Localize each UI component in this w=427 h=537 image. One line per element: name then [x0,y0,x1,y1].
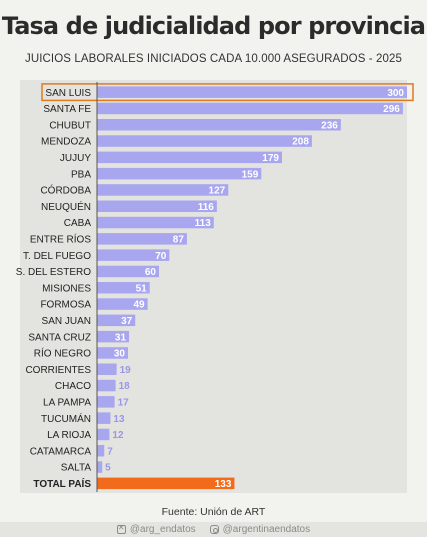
value-label: 179 [262,153,279,164]
category-label: LA PAMPA [43,397,91,408]
category-label: S. DEL ESTERO [16,267,91,278]
value-label: 13 [113,414,125,425]
bar [97,347,128,359]
value-label: 51 [136,283,148,294]
category-label: SAN LUIS [45,88,91,99]
value-label: 12 [112,430,124,441]
bar [97,233,187,245]
value-label: 7 [107,446,113,457]
category-label: LA RIOJA [47,430,91,441]
bar [97,445,105,457]
bar [97,265,159,278]
value-label: 60 [145,267,157,278]
bar [97,379,116,392]
value-label: 70 [155,251,167,262]
value-label: 159 [242,169,259,180]
value-label: 5 [105,463,111,474]
instagram-handle-text: @argentinaendatos [222,524,311,535]
chart-subtitle: JUICIOS LABORALES INICIADOS CADA 10.000 … [24,53,403,65]
bar [97,330,130,343]
category-label: JUJUY [60,153,91,164]
footer: @arg_endatos @argentinaendatos [0,522,427,537]
bar [97,249,170,261]
bar [97,396,115,408]
category-label: SALTA [61,463,92,474]
bar [97,184,229,196]
source-note: Fuente: Unión de ART [161,506,266,518]
value-label: 300 [387,88,404,99]
twitter-handle-text: @arg_endatos [129,524,196,535]
value-label: 19 [120,365,132,376]
category-label: NEUQUÉN [41,200,91,213]
highlight-box [41,83,414,102]
category-label: TUCUMÁN [41,412,91,425]
bar [97,282,150,294]
total-bar [97,477,235,490]
bar [97,314,136,327]
x-twitter-icon [116,523,126,534]
value-label: 127 [209,186,226,197]
bar [97,298,148,310]
category-label: SANTA CRUZ [28,332,91,343]
value-label: 87 [173,234,185,245]
category-label: MENDOZA [41,137,91,148]
bar [97,461,103,473]
category-label: FORMOSA [40,300,91,311]
value-label: 30 [114,349,126,360]
chart-title: Tasa de judicialidad por provincia [1,12,426,40]
category-label: MISIONES [42,283,91,294]
bar [97,135,312,147]
category-label: CABA [64,218,92,229]
bar [97,412,111,424]
value-label: 236 [321,120,338,131]
instagram-icon [209,525,219,534]
value-label: 208 [292,137,309,148]
instagram-handle: @argentinaendatos [209,524,311,535]
value-label: 49 [134,300,146,311]
category-label: CHACO [55,381,91,392]
category-label: T. DEL FUEGO [23,251,91,262]
bar [97,363,117,375]
category-label: CORRIENTES [25,365,91,376]
category-label: CHUBUT [49,120,91,131]
value-label: 37 [121,316,133,327]
value-label: 31 [115,332,127,343]
twitter-handle: @arg_endatos [116,523,196,535]
category-label: ENTRE RÍOS [30,232,91,245]
value-label: 116 [198,202,215,213]
value-label: 296 [383,104,400,115]
category-label: SAN JUAN [42,316,91,327]
bar [97,167,262,180]
bar [97,86,407,98]
bar [97,119,341,131]
bar [97,428,110,441]
category-label: CÓRDOBA [40,184,91,197]
category-label: RÍO NEGRO [34,347,91,360]
bar [97,102,403,115]
category-label: SANTA FE [43,104,91,115]
bar [97,151,282,164]
value-label: 17 [118,397,130,408]
value-label: 113 [195,218,212,229]
category-label: PBA [71,169,91,180]
category-label: TOTAL PAÍS [33,477,91,490]
bar [97,200,217,212]
chart-background [20,80,407,493]
value-label: 18 [119,381,131,392]
bar [97,216,214,229]
category-label: CATAMARCA [30,446,92,457]
value-label: 133 [215,479,232,490]
